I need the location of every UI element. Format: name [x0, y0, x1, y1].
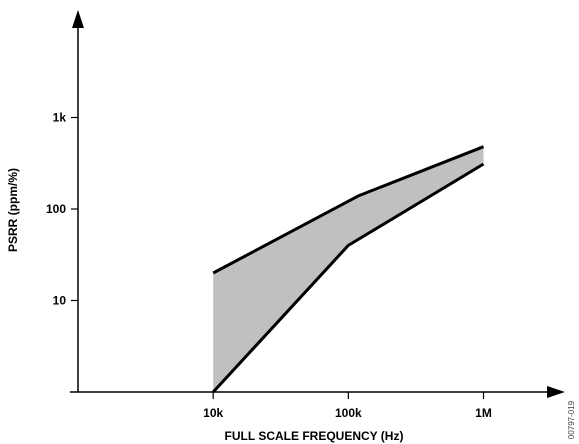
y-tick-label: 10	[53, 294, 67, 308]
figure-code: 00797-019	[567, 400, 576, 439]
psrr-range-band	[213, 146, 484, 392]
x-tick-label: 10k	[203, 406, 223, 420]
y-tick-label: 100	[46, 202, 66, 216]
y-axis-title: PSRR (ppm/%)	[6, 168, 20, 252]
x-tick-label: 1M	[475, 406, 492, 420]
x-tick-label: 100k	[335, 406, 362, 420]
x-axis-arrow	[547, 386, 565, 398]
y-axis-arrow	[72, 10, 84, 28]
x-axis-title: FULL SCALE FREQUENCY (Hz)	[225, 429, 404, 443]
y-tick-label: 1k	[53, 111, 67, 125]
lower-bound-line	[212, 162, 485, 394]
upper-bound-line	[212, 145, 485, 275]
